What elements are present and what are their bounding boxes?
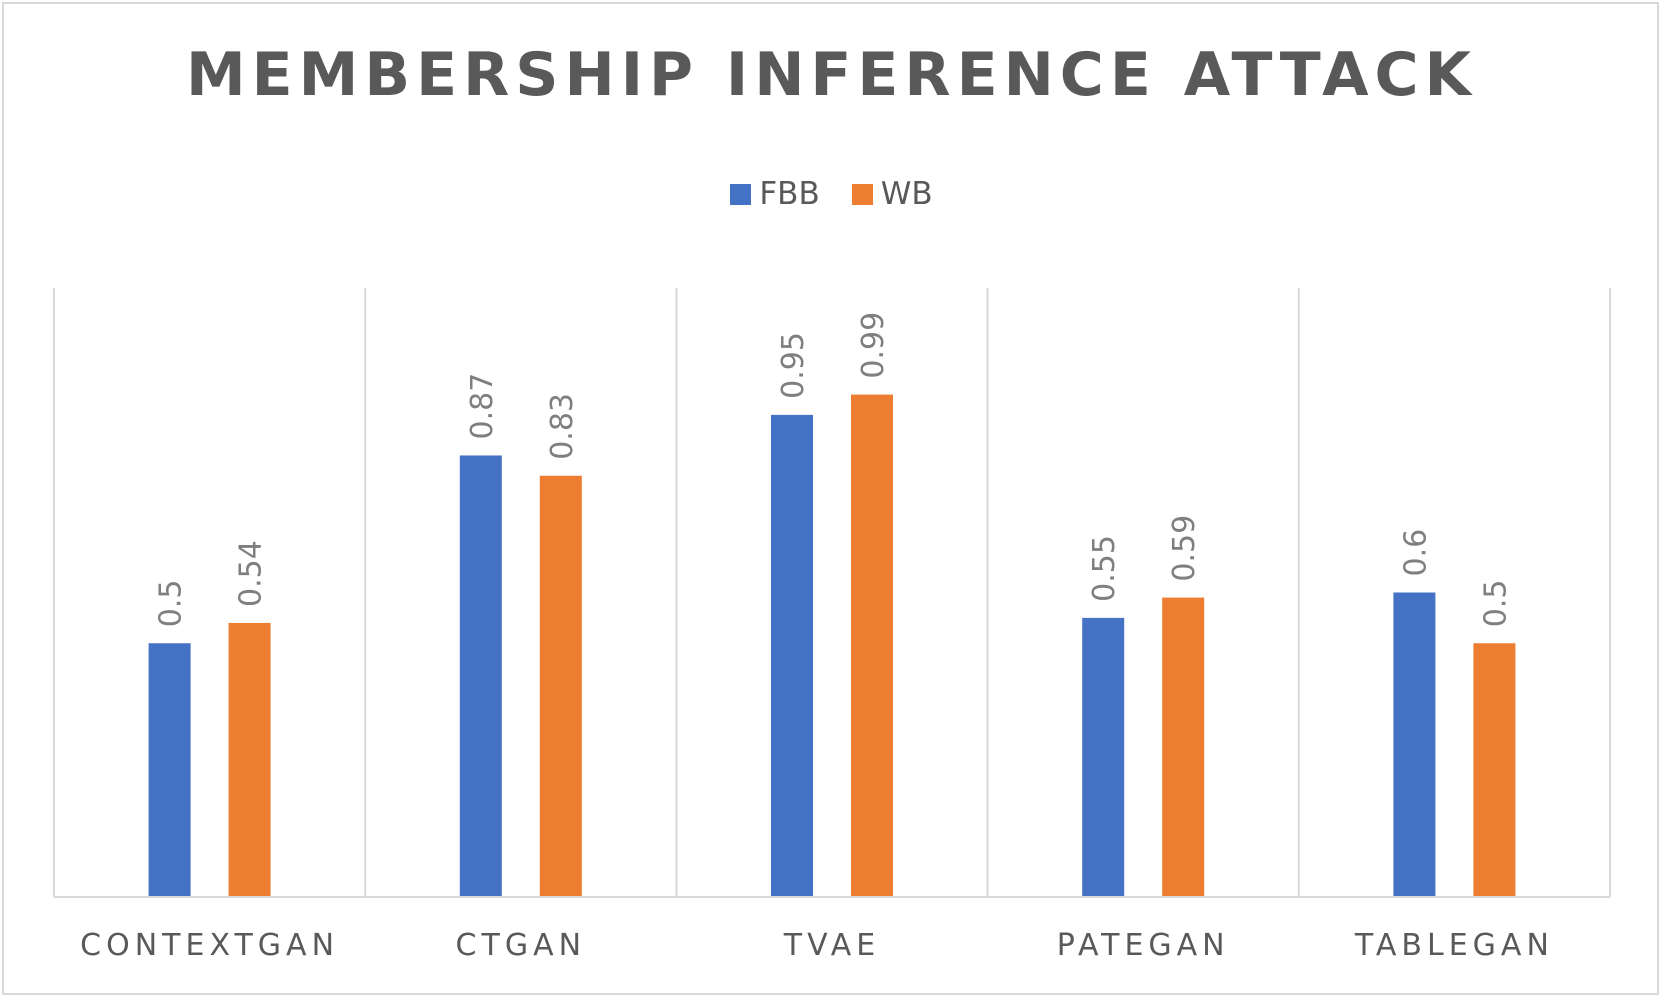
legend-swatch-fbb xyxy=(730,183,752,205)
data-label-fbb-tvae: 0.95 xyxy=(776,332,811,399)
chart-legend: FBB WB xyxy=(0,176,1663,212)
legend-label-wb: WB xyxy=(880,176,933,212)
bar-wb-contextgan xyxy=(228,622,271,897)
legend-item-wb: WB xyxy=(851,176,933,212)
data-label-fbb-tablegan: 0.6 xyxy=(1398,529,1433,577)
bar-fbb-pategan xyxy=(1082,617,1125,897)
bar-wb-tvae xyxy=(851,394,893,897)
legend-swatch-wb xyxy=(851,183,873,205)
bar-fbb-tablegan xyxy=(1393,592,1436,897)
legend-label-fbb: FBB xyxy=(759,176,820,212)
chart-title: MEMBERSHIP INFERENCE ATTACK xyxy=(185,40,1478,110)
x-tick-label-tablegan: TABLEGAN xyxy=(1354,928,1554,963)
data-label-fbb-contextgan: 0.5 xyxy=(154,580,189,628)
data-label-wb-pategan: 0.59 xyxy=(1167,515,1202,582)
x-tick-label-pategan: PATEGAN xyxy=(1057,928,1230,963)
bar-fbb-tvae xyxy=(771,414,813,897)
data-label-wb-tablegan: 0.5 xyxy=(1478,580,1513,628)
data-label-fbb-pategan: 0.55 xyxy=(1087,535,1122,602)
bar-wb-pategan xyxy=(1162,597,1205,897)
legend-item-fbb: FBB xyxy=(730,176,820,212)
x-tick-label-contextgan: CONTEXTGAN xyxy=(80,928,339,963)
bar-fbb-ctgan xyxy=(459,455,502,897)
x-tick-label-tvae: TVAE xyxy=(783,928,880,963)
bar-fbb-contextgan xyxy=(148,643,191,897)
data-label-wb-ctgan: 0.83 xyxy=(545,393,580,460)
data-label-wb-contextgan: 0.54 xyxy=(234,540,269,607)
bar-wb-tablegan xyxy=(1473,643,1516,897)
data-label-wb-tvae: 0.99 xyxy=(856,312,891,379)
bar-wb-ctgan xyxy=(539,475,582,897)
x-tick-label-ctgan: CTGAN xyxy=(456,928,586,963)
data-label-fbb-ctgan: 0.87 xyxy=(465,373,500,440)
